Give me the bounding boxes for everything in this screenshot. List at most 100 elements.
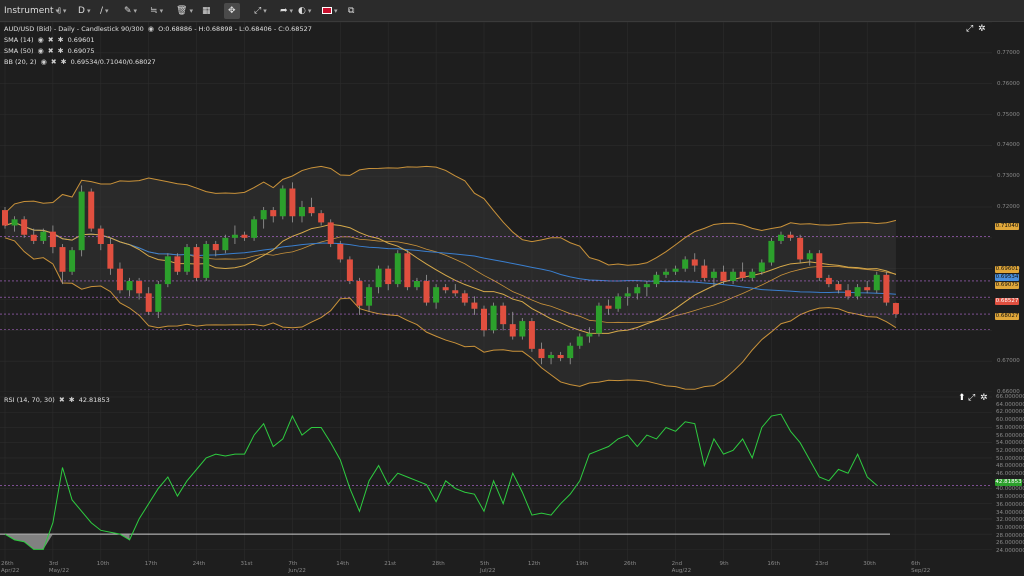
move-up-icon[interactable]: ⬆ xyxy=(958,393,966,403)
candle-body xyxy=(892,303,899,315)
close-icon[interactable]: ✖ xyxy=(47,36,54,44)
time-axis: 26th 3rd 10th 17th 24th 31st 7th 14th 21st 28th 5t… xyxy=(0,561,1024,576)
fullscreen-button[interactable]: ⧉ xyxy=(348,3,354,19)
rsi-axis-label: 46.000000 xyxy=(996,471,1024,477)
candle-body xyxy=(519,321,526,337)
bb-value: 0.69534/0.71040/0.68027 xyxy=(70,58,156,66)
eye-icon[interactable]: ◉ xyxy=(147,25,155,33)
candle-body xyxy=(624,293,631,297)
chevron-down-icon: ▾ xyxy=(334,7,338,15)
time-axis-month-label: May/22 xyxy=(48,568,70,574)
drawing-tools-button[interactable]: ∕ ▾ xyxy=(100,3,109,19)
rsi-axis-label: 30.000000 xyxy=(996,524,1024,531)
time-axis-label: 3rd xyxy=(48,561,59,567)
gear-icon[interactable]: ✱ xyxy=(60,58,67,66)
candle-body xyxy=(586,333,593,337)
candle-body xyxy=(404,253,411,288)
close-icon[interactable]: ✖ xyxy=(47,47,54,55)
candle-body xyxy=(136,281,143,294)
price-axis-label: 0.67000 xyxy=(997,358,1020,365)
gear-icon[interactable]: ✱ xyxy=(57,47,64,55)
crosshair-icon: ✥ xyxy=(228,6,236,16)
period-dropdown[interactable]: D ▾ xyxy=(78,3,90,19)
candle-body xyxy=(825,277,832,285)
candle-body xyxy=(758,262,765,272)
grid xyxy=(0,22,992,392)
pencil-tool-button[interactable]: ✎ ▾ xyxy=(124,3,137,19)
candle-body xyxy=(366,287,373,306)
instrument-label: Instrument xyxy=(4,6,54,16)
gear-icon[interactable]: ✱ xyxy=(68,396,75,404)
rsi-axis-label: 38.000000 xyxy=(996,494,1024,501)
candle-body xyxy=(30,234,37,241)
eye-icon[interactable]: ◉ xyxy=(37,47,44,55)
time-axis-label: 19th xyxy=(575,561,589,567)
uk-flag-icon xyxy=(322,7,332,14)
candle-body xyxy=(222,237,229,251)
candle-body xyxy=(174,256,181,272)
gear-icon[interactable]: ✱ xyxy=(57,36,64,44)
candle-body xyxy=(375,268,382,288)
bb-label: BB (20, 2) xyxy=(4,58,37,66)
sma14-legend: SMA (14) ◉ ✖ ✱ 0.69601 xyxy=(4,35,95,45)
language-dropdown[interactable]: ▾ xyxy=(322,3,338,19)
candle-body xyxy=(883,274,890,303)
rsi-axis-label: 64.000000 xyxy=(996,401,1024,408)
candle-body xyxy=(356,281,363,306)
candle-body xyxy=(346,259,353,281)
candle-body xyxy=(471,302,478,309)
candle-body xyxy=(423,281,430,303)
candle-body xyxy=(452,290,459,294)
candle-body xyxy=(337,244,344,260)
candle-body xyxy=(69,250,76,272)
close-icon[interactable]: ✖ xyxy=(50,58,57,66)
expand-icon[interactable]: ⤢ xyxy=(966,24,974,34)
time-axis-month-label: Aug/22 xyxy=(671,568,692,574)
chevron-down-icon: ▾ xyxy=(62,7,67,15)
sma14-label: SMA (14) xyxy=(4,36,34,44)
expand-icon[interactable]: ⤢ xyxy=(968,393,976,403)
rsi-axis-label: 36.000000 xyxy=(996,501,1024,508)
candle-body xyxy=(126,281,133,291)
eye-icon[interactable]: ◉ xyxy=(40,58,47,66)
time-axis-label: 12th xyxy=(527,561,541,567)
candle-body xyxy=(576,336,583,346)
crosshair-button[interactable]: ✥ xyxy=(224,3,240,19)
layout-button[interactable]: ▦ xyxy=(202,3,211,19)
candle-body xyxy=(749,271,756,278)
settings-icon[interactable]: ✲ xyxy=(980,393,988,403)
candle-body xyxy=(318,213,325,223)
chart-type-button[interactable]: ⫾ ▾ xyxy=(58,3,66,19)
rsi-chart xyxy=(0,393,992,561)
zoom-button[interactable]: ⤢ ▾ xyxy=(254,3,267,19)
trash-icon: 🗑 xyxy=(176,6,188,16)
rsi-axis-label: 60.000000 xyxy=(996,417,1024,424)
share-button[interactable]: ➦ ▾ xyxy=(280,3,293,19)
candle-body xyxy=(212,244,219,251)
candle-body xyxy=(797,237,804,260)
bb-lower-line xyxy=(4,237,897,390)
candle-body xyxy=(500,305,507,325)
candle-body xyxy=(78,191,85,251)
delete-button[interactable]: 🗑 ▾ xyxy=(176,3,193,19)
fibonacci-tool-button[interactable]: ≒ ▾ xyxy=(150,3,163,19)
theme-button[interactable]: ◐ ▾ xyxy=(298,3,311,19)
toolbar: Instrument ▾ ⫾ ▾ D ▾ ∕ ▾ ✎ ▾ ≒ ▾ 🗑 ▾ ▦ ✥ ⤢ ▾ ➦ ▾ … xyxy=(0,0,1024,22)
eye-icon[interactable]: ◉ xyxy=(37,36,44,44)
candle-body xyxy=(184,247,191,272)
price-pane[interactable]: AUD/USD (Bid) - Daily - Candlestick 90/3… xyxy=(0,22,1024,395)
time-axis-label: 14th xyxy=(336,561,349,567)
price-axis-label: 0.66000 xyxy=(997,389,1020,395)
settings-icon[interactable]: ✲ xyxy=(978,24,986,34)
layout-icon: ▦ xyxy=(202,6,211,16)
time-axis-label: 16th xyxy=(767,561,781,567)
pencil-icon: ✎ xyxy=(124,6,132,16)
rsi-pane[interactable]: RSI (14, 70, 30) ✖ ✱ 42.81853 ⬆ ⤢ ✲ 66.00… xyxy=(0,393,1024,561)
candle-body xyxy=(327,222,334,244)
candle-body xyxy=(643,284,650,288)
close-icon[interactable]: ✖ xyxy=(58,396,65,404)
chart-title: AUD/USD (Bid) - Daily - Candlestick xyxy=(4,25,119,33)
instrument-dropdown[interactable]: Instrument ▾ xyxy=(4,3,59,19)
sma50-value: 0.69075 xyxy=(67,47,95,55)
candle-body xyxy=(413,281,420,288)
